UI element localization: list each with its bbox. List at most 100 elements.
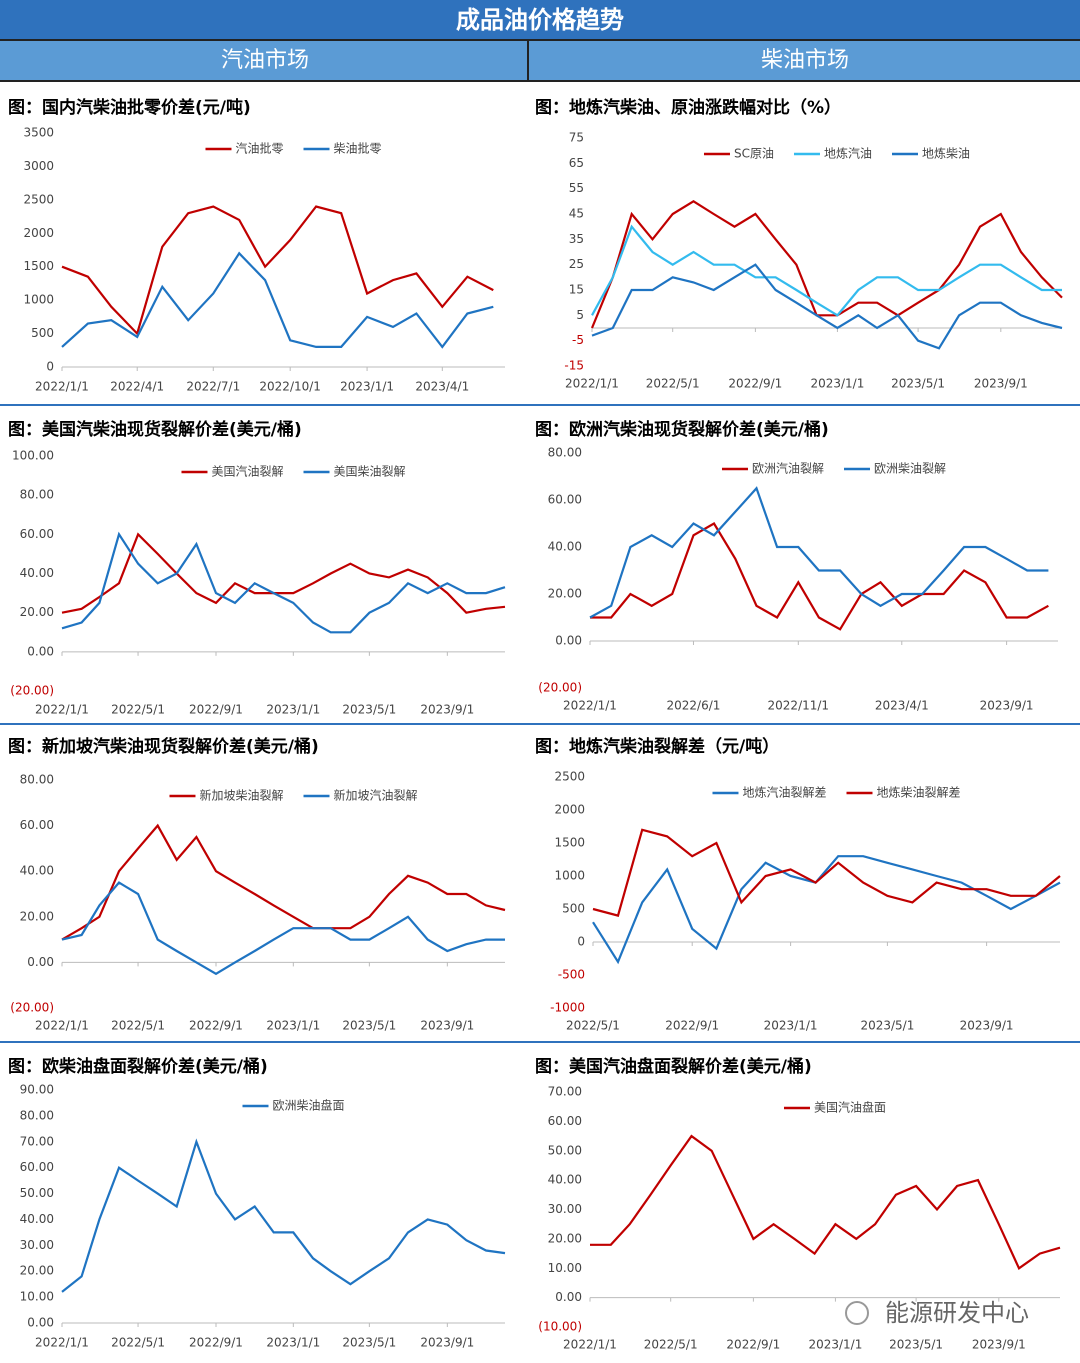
x-tick-label: 2023/5/1 <box>342 703 396 717</box>
legend-label: 欧洲汽油裂解 <box>752 461 824 476</box>
x-tick-label: 2022/5/1 <box>111 703 165 717</box>
x-tick-label: 2022/9/1 <box>189 1019 243 1033</box>
y-tick-label: 80.00 <box>20 1108 54 1122</box>
x-tick-label: 2022/1/1 <box>35 703 89 717</box>
x-tick-label: 2023/9/1 <box>980 699 1034 713</box>
y-tick-label: 2000 <box>554 803 585 817</box>
x-tick-label: 2023/1/1 <box>266 1019 320 1033</box>
x-tick-label: 2022/5/1 <box>646 377 700 391</box>
x-tick-label: 2023/5/1 <box>342 1019 396 1033</box>
series-line <box>590 1134 1061 1270</box>
y-tick-label: 0.00 <box>27 1316 54 1330</box>
y-tick-label: 30.00 <box>548 1202 582 1216</box>
x-tick-label: 2022/1/1 <box>35 1336 89 1350</box>
x-tick-label: 2022/5/1 <box>111 1336 165 1350</box>
legend-label: SC原油 <box>734 147 774 161</box>
y-tick-label: 0.00 <box>555 1290 582 1304</box>
y-tick-label: 3000 <box>23 159 54 173</box>
series-line <box>591 263 1063 350</box>
x-tick-label: 2022/5/1 <box>644 1338 698 1352</box>
x-tick-label: 2022/9/1 <box>728 377 782 391</box>
y-tick-label: 40.00 <box>20 566 54 580</box>
series-line <box>61 532 506 614</box>
y-tick-label: 75 <box>569 131 584 145</box>
x-tick-label: 2023/9/1 <box>420 1336 474 1350</box>
y-tick-label: 500 <box>562 902 585 916</box>
x-tick-label: 2022/11/1 <box>768 699 830 713</box>
y-tick-label: 40.00 <box>548 540 582 554</box>
y-tick-label: 30.00 <box>20 1238 54 1252</box>
legend-label: 美国汽油盘面 <box>814 1100 886 1115</box>
y-tick-label: 70.00 <box>20 1134 54 1148</box>
y-tick-label: 80.00 <box>548 446 582 460</box>
series-line <box>589 486 1049 619</box>
x-tick-label: 2023/5/1 <box>889 1338 943 1352</box>
x-tick-label: 2023/1/1 <box>266 1336 320 1350</box>
section-title: 汽油市场 <box>221 48 309 73</box>
header-bar <box>0 0 1080 39</box>
legend-label: 新加坡柴油裂解 <box>199 788 283 803</box>
x-tick-label: 2023/1/1 <box>340 380 394 394</box>
y-tick-label: 5 <box>576 308 584 322</box>
y-tick-label: 20.00 <box>20 1264 54 1278</box>
y-tick-label: 20.00 <box>548 1231 582 1245</box>
series-line <box>61 531 506 634</box>
series-line <box>61 205 494 336</box>
y-tick-label: 15 <box>569 283 584 297</box>
y-tick-label: 0.00 <box>27 955 54 969</box>
x-tick-label: 2022/9/1 <box>726 1338 780 1352</box>
series-line <box>592 828 1061 917</box>
chart-title: 图：美国汽油盘面裂解价差(美元/桶) <box>535 1056 812 1077</box>
y-tick-label: 40.00 <box>20 864 54 878</box>
y-tick-label: 60.00 <box>548 1114 582 1128</box>
x-tick-label: 2022/9/1 <box>665 1019 719 1033</box>
x-tick-label: 2022/7/1 <box>186 380 240 394</box>
y-tick-label: (10.00) <box>538 1320 582 1334</box>
x-tick-label: 2023/1/1 <box>808 1338 862 1352</box>
y-tick-label: 60.00 <box>548 493 582 507</box>
y-tick-label: 80.00 <box>20 488 54 502</box>
y-tick-label: 1500 <box>554 836 585 850</box>
series-line <box>61 1138 506 1293</box>
x-tick-label: 2023/9/1 <box>974 377 1028 391</box>
y-tick-label: 40.00 <box>548 1173 582 1187</box>
y-tick-label: 80.00 <box>20 773 54 787</box>
x-tick-label: 2023/1/1 <box>810 377 864 391</box>
chart-title: 图：欧柴油盘面裂解价差(美元/桶) <box>8 1056 268 1077</box>
series-line <box>61 823 506 941</box>
y-tick-label: 10.00 <box>548 1261 582 1275</box>
y-tick-label: 10.00 <box>20 1290 54 1304</box>
wechat-icon <box>845 1301 869 1325</box>
y-tick-label: 1000 <box>23 293 54 307</box>
x-tick-label: 2022/1/1 <box>563 699 617 713</box>
legend-label: 地炼柴油 <box>922 146 970 161</box>
x-tick-label: 2022/6/1 <box>667 699 721 713</box>
y-tick-label: 55 <box>569 181 584 195</box>
y-tick-label: 2500 <box>23 192 54 206</box>
y-tick-label: 2500 <box>554 770 585 784</box>
x-tick-label: 2022/1/1 <box>563 1338 617 1352</box>
y-tick-label: 100.00 <box>12 449 54 463</box>
series-line <box>591 224 1062 317</box>
legend-label: 欧洲柴油盘面 <box>272 1098 344 1113</box>
x-tick-label: 2022/5/1 <box>566 1019 620 1033</box>
x-tick-label: 2022/4/1 <box>110 380 164 394</box>
y-tick-label: (20.00) <box>538 681 582 695</box>
x-tick-label: 2023/1/1 <box>266 703 320 717</box>
series-line <box>61 881 505 976</box>
y-tick-label: -15 <box>564 359 584 373</box>
legend-label: 地炼汽油裂解差 <box>742 785 826 800</box>
y-tick-label: (20.00) <box>10 684 54 698</box>
y-tick-label: 50.00 <box>548 1143 582 1157</box>
y-tick-label: 20.00 <box>20 605 54 619</box>
legend-label: 柴油批零 <box>334 141 382 156</box>
y-tick-label: 70.00 <box>548 1085 582 1099</box>
y-tick-label: -1000 <box>550 1001 585 1015</box>
watermark: 能源研发中心 <box>885 1299 1029 1327</box>
y-tick-label: 500 <box>31 326 54 340</box>
y-tick-label: 90.00 <box>20 1083 54 1097</box>
chart-title: 图：新加坡汽柴油现货裂解价差(美元/桶) <box>8 736 319 757</box>
x-tick-label: 2023/5/1 <box>860 1019 914 1033</box>
y-tick-label: -500 <box>558 968 585 982</box>
